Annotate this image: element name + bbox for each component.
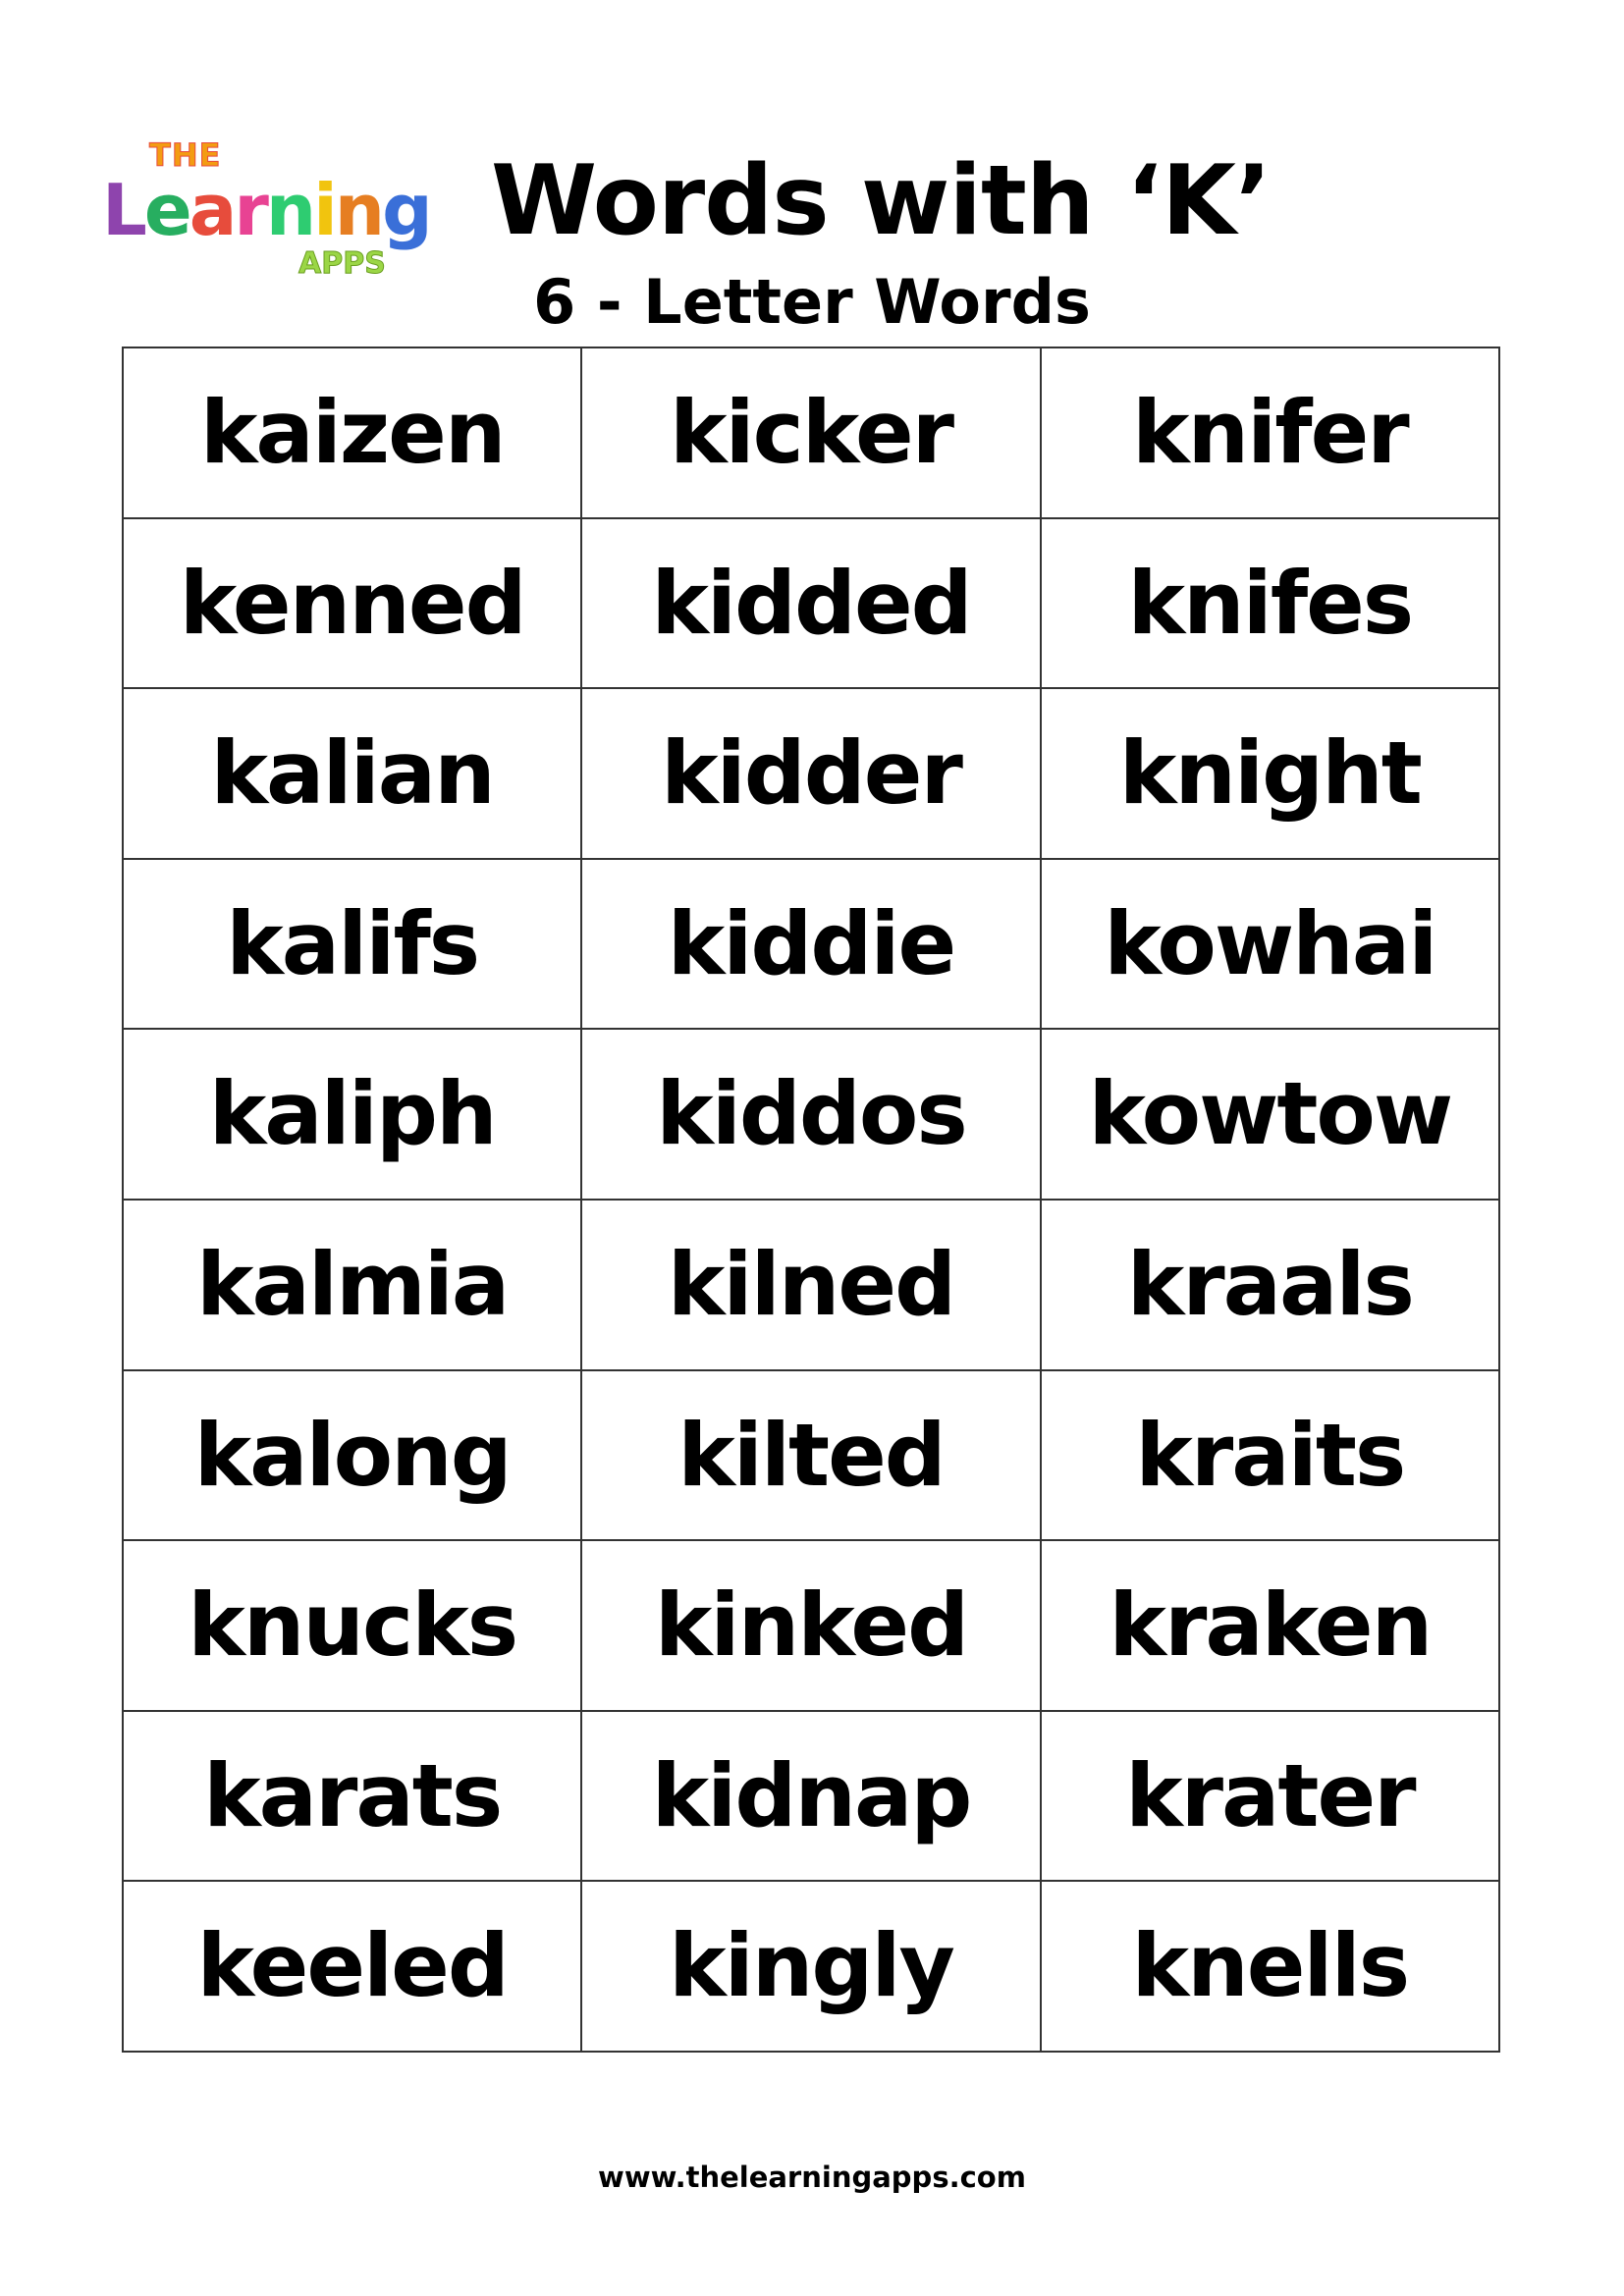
- word-cell: kinked: [580, 1539, 1042, 1712]
- word-cell: kilned: [580, 1198, 1042, 1371]
- word-cell: kaliph: [121, 1028, 583, 1201]
- word-cell: kidder: [580, 687, 1042, 860]
- word-cell: krater: [1039, 1709, 1501, 1883]
- word-cell: kingly: [580, 1880, 1042, 2053]
- word-cell: kraits: [1039, 1368, 1501, 1542]
- word-cell: kowhai: [1039, 857, 1501, 1031]
- word-cell: knight: [1039, 687, 1501, 860]
- word-cell: kraals: [1039, 1198, 1501, 1371]
- word-cell: kiddie: [580, 857, 1042, 1031]
- word-cell: kicker: [580, 347, 1042, 519]
- word-cell: knells: [1039, 1880, 1501, 2053]
- word-cell: karats: [121, 1709, 583, 1883]
- word-cell: kilted: [580, 1368, 1042, 1542]
- word-cell: kiddos: [580, 1028, 1042, 1201]
- table-row: kalifs kiddie kowhai: [121, 857, 1501, 1031]
- table-row: kaizen kicker knifer: [121, 347, 1501, 519]
- word-cell: kalmia: [121, 1198, 583, 1371]
- word-cell: kowtow: [1039, 1028, 1501, 1201]
- word-cell: knifer: [1039, 347, 1501, 519]
- word-cell: kidded: [580, 516, 1042, 690]
- website-url: www.thelearningapps.com: [598, 2161, 1026, 2194]
- table-row: kaliph kiddos kowtow: [121, 1028, 1501, 1201]
- the-learning-apps-logo: THE Learning APPS: [102, 137, 475, 285]
- word-cell: kaizen: [121, 347, 583, 519]
- table-row: kalong kilted kraits: [121, 1368, 1501, 1542]
- table-row: knucks kinked kraken: [121, 1539, 1501, 1712]
- subtitle-text: 6 - Letter Words: [533, 266, 1091, 338]
- page-title: Words with ‘K’: [491, 145, 1272, 257]
- page-subtitle: 6 - Letter Words: [0, 267, 1624, 338]
- logo-apps: APPS: [298, 246, 387, 281]
- table-row: keeled kingly knells: [121, 1880, 1501, 2053]
- table-row: karats kidnap krater: [121, 1709, 1501, 1883]
- word-cell: keeled: [121, 1880, 583, 2053]
- table-row: kalian kidder knight: [121, 687, 1501, 860]
- word-cell: kenned: [121, 516, 583, 690]
- word-cell: knucks: [121, 1539, 583, 1712]
- logo-learning: Learning: [102, 169, 433, 251]
- word-table: kaizen kicker knifer kenned kidded knifes kali…: [121, 347, 1501, 2053]
- table-row: kenned kidded knifes: [121, 516, 1501, 690]
- word-cell: kidnap: [580, 1709, 1042, 1883]
- word-cell: kalian: [121, 687, 583, 860]
- word-cell: kalong: [121, 1368, 583, 1542]
- word-cell: kraken: [1039, 1539, 1501, 1712]
- table-row: kalmia kilned kraals: [121, 1198, 1501, 1371]
- word-cell: kalifs: [121, 857, 583, 1031]
- word-cell: knifes: [1039, 516, 1501, 690]
- logo-the: THE: [148, 136, 222, 174]
